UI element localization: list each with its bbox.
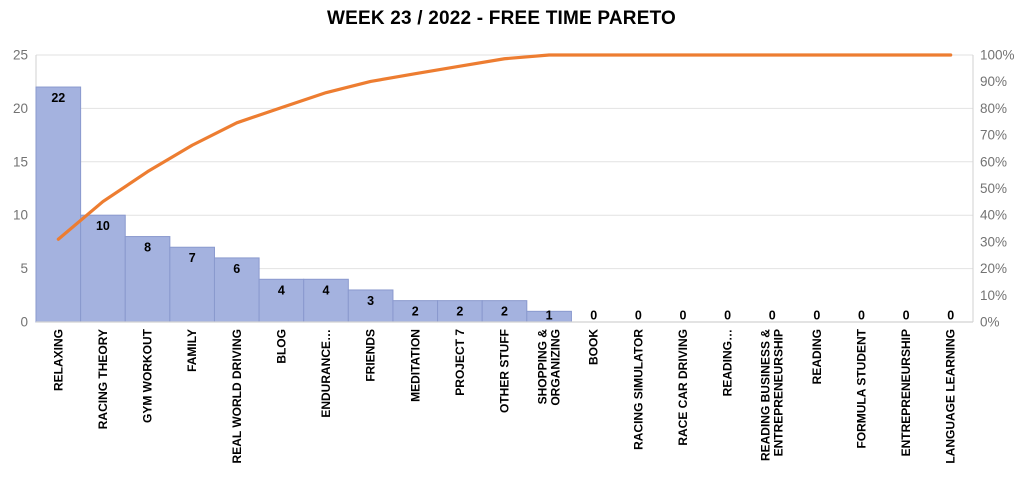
bar-value-label: 2	[412, 305, 419, 319]
category-label: LANGUAGE LEARNING	[944, 329, 958, 464]
bar-value-label: 2	[501, 305, 508, 319]
percent-axis-tick-label: 90%	[980, 74, 1007, 89]
category-label: BLOG	[274, 329, 288, 364]
category-label: READING…	[721, 329, 735, 396]
category-label: SHOPPING &	[536, 329, 550, 405]
category-label: FAMILY	[185, 329, 199, 372]
percent-axis-tick-label: 50%	[980, 181, 1007, 196]
bar	[80, 214, 126, 323]
bar-value-label: 2	[456, 305, 463, 319]
bar	[303, 278, 349, 323]
bar-value-label: 7	[189, 251, 196, 265]
category-label: FRIENDS	[364, 329, 378, 382]
category-label: REAL WORLD DRIVING	[230, 329, 244, 463]
bar-value-label: 4	[323, 283, 330, 297]
category-label: READING	[810, 329, 824, 384]
category-label: ENTREPRENEURSHIP	[772, 329, 786, 456]
y-axis-tick-label: 0	[20, 315, 28, 330]
bar-value-label: 3	[367, 294, 374, 308]
bar-value-label: 0	[635, 309, 642, 323]
category-label: RACING THEORY	[96, 329, 110, 429]
cumulative-line	[56, 53, 953, 241]
bar-value-label: 0	[679, 309, 686, 323]
percent-axis-tick-label: 100%	[980, 48, 1015, 63]
percent-axis-tick-label: 30%	[980, 234, 1007, 249]
category-label: FORMULA STUDENT	[854, 328, 868, 448]
bar-value-label: 0	[947, 309, 954, 323]
bar	[213, 257, 260, 323]
category-label: RACE CAR DRIVING	[676, 329, 690, 446]
bar-value-label: 4	[278, 283, 285, 297]
percent-axis-tick-label: 10%	[980, 288, 1007, 303]
percent-axis-tick-label: 70%	[980, 128, 1007, 143]
y-axis-tick-label: 25	[13, 48, 28, 63]
bar-value-label: 0	[903, 309, 910, 323]
category-label: ORGANIZING	[549, 329, 563, 406]
bar-value-label: 6	[233, 262, 240, 276]
y-axis-tick-label: 20	[13, 101, 28, 116]
category-label: READING BUSINESS &	[759, 329, 773, 461]
category-label: PROJECT 7	[453, 329, 467, 396]
category-label: BOOK	[587, 329, 601, 365]
bar	[35, 86, 82, 323]
category-label: GYM WORKOUT	[141, 328, 155, 423]
percent-axis-tick-label: 60%	[980, 154, 1007, 169]
bar-value-label: 1	[546, 309, 553, 323]
category-label: RACING SIMULATOR	[631, 329, 645, 450]
bar-value-label: 8	[144, 241, 151, 255]
percent-axis-tick-label: 80%	[980, 101, 1007, 116]
category-label: ENDURANCE…	[319, 329, 333, 418]
y-axis-tick-label: 5	[20, 261, 28, 276]
percent-axis-tick-label: 40%	[980, 208, 1007, 223]
bar-value-label: 0	[724, 309, 731, 323]
y-axis-tick-label: 15	[13, 154, 28, 169]
category-label: ENTREPRENEURSHIP	[899, 329, 913, 456]
y-axis-tick-label: 10	[13, 208, 28, 223]
bar-value-label: 22	[51, 91, 65, 105]
category-label: MEDITATION	[408, 329, 422, 402]
chart-title: WEEK 23 / 2022 - FREE TIME PARETO	[326, 8, 677, 29]
bar-value-label: 0	[769, 309, 776, 323]
category-label: RELAXING	[51, 329, 65, 391]
bar-value-label: 10	[96, 219, 110, 233]
bar-value-label: 0	[813, 309, 820, 323]
percent-axis-tick-label: 0%	[980, 315, 1000, 330]
bar-value-label: 0	[590, 309, 597, 323]
percent-axis-tick-label: 20%	[980, 261, 1007, 276]
bar-value-label: 0	[858, 309, 865, 323]
category-label: OTHER STUFF	[498, 329, 512, 413]
